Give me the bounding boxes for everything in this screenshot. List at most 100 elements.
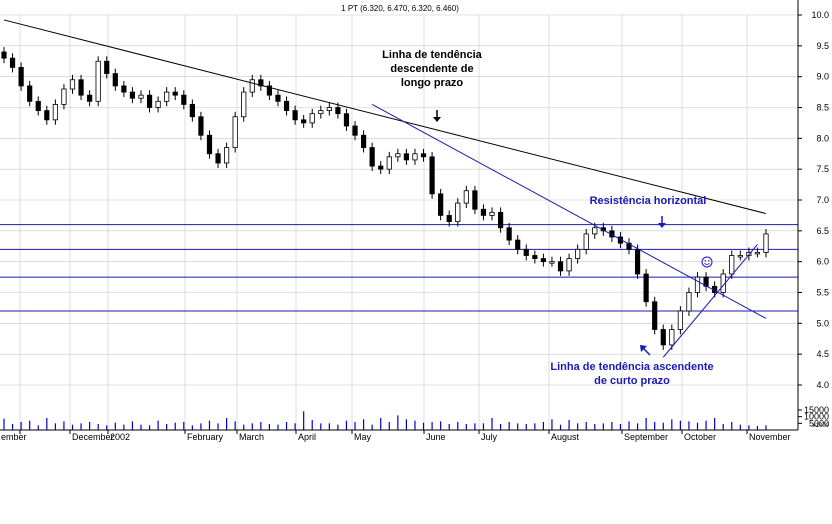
price-tick-label: 4.5 — [816, 349, 829, 359]
candle-body — [104, 60, 110, 74]
candle-body — [343, 113, 350, 127]
smiley-icon — [701, 256, 713, 268]
candle-body — [352, 125, 358, 136]
candle-body — [489, 211, 495, 216]
chart-title: 1 PT (6.320, 6.470, 6.320, 6.460) — [341, 4, 459, 13]
time-tick-label: April — [298, 432, 316, 442]
annotation-text: descendente de — [390, 63, 473, 75]
annotation-arrowhead — [433, 117, 441, 122]
trend-line — [371, 103, 767, 319]
time-tick-label: February — [187, 432, 224, 442]
candle-body — [198, 116, 204, 136]
candle-body — [420, 153, 427, 158]
candle-body — [532, 255, 538, 259]
time-tick-label: October — [684, 432, 716, 442]
price-tick-label: 6.0 — [816, 257, 829, 267]
candle-body — [446, 215, 452, 222]
candle-body — [249, 79, 255, 93]
candle-body — [652, 301, 658, 330]
time-tick-label: July — [481, 432, 498, 442]
candle-body — [540, 258, 546, 263]
smiley-eye — [708, 260, 710, 262]
candle-body — [480, 208, 487, 216]
candle-body — [129, 91, 136, 99]
candle-body — [669, 329, 675, 346]
candle-body — [61, 88, 67, 105]
candle-body — [292, 110, 298, 121]
candle-body — [463, 190, 469, 204]
candle-body — [69, 79, 76, 90]
candle-body — [1, 51, 7, 59]
volume-scale-label: x1000 — [813, 423, 830, 429]
candle-body — [164, 91, 170, 102]
price-tick-label: 8.5 — [816, 103, 829, 113]
candle-body — [309, 113, 315, 124]
candle-body — [737, 255, 743, 258]
time-tick-label: August — [551, 432, 580, 442]
time-tick-label: ember — [1, 432, 27, 442]
candle-body — [9, 57, 16, 68]
candle-body — [258, 79, 264, 87]
candle-body — [515, 239, 521, 250]
candle-body — [155, 100, 161, 108]
candle-body — [52, 104, 58, 121]
candle-body — [754, 252, 761, 255]
volume-tick-label: 5000 — [809, 418, 829, 428]
price-tick-label: 9.5 — [816, 41, 829, 51]
price-tick-label: 8.0 — [816, 133, 829, 143]
candle-body — [181, 94, 187, 105]
price-tick-label: 4.0 — [816, 380, 829, 390]
candle-body — [326, 107, 332, 111]
candle-body — [403, 153, 410, 161]
horizontal-levels — [0, 224, 798, 312]
candle-body — [660, 329, 666, 346]
candle-body — [694, 276, 701, 293]
volume-bars — [3, 411, 767, 430]
candle-body — [189, 104, 195, 118]
annotation-arrowhead — [640, 345, 647, 352]
candle-body — [138, 94, 144, 99]
candle-body — [215, 153, 221, 164]
candle-body — [412, 153, 418, 161]
annotation-text: longo prazo — [401, 77, 464, 89]
annotation-text: Linha de tendência — [382, 49, 483, 61]
candle-body — [677, 310, 683, 330]
candle-body — [301, 119, 307, 124]
candle-body — [592, 227, 598, 235]
candle-body — [369, 147, 375, 167]
candle-body — [206, 134, 213, 155]
trend-line — [3, 19, 767, 215]
candle-body — [557, 261, 564, 272]
candle-body — [626, 242, 632, 250]
volume-tick-label: 10000 — [804, 412, 829, 422]
candle-body — [472, 190, 478, 210]
candle-body — [318, 110, 324, 115]
candle-body — [583, 233, 589, 250]
candle-body — [112, 73, 118, 87]
annotation-text: de curto prazo — [594, 375, 670, 387]
trend-lines — [3, 19, 767, 358]
annotation-arrowhead — [658, 223, 666, 228]
price-tick-label: 10.0 — [811, 10, 829, 20]
candle-body — [283, 100, 290, 111]
candle-body — [634, 248, 641, 275]
candle-body — [44, 110, 50, 121]
candle-body — [335, 107, 341, 115]
candle-body — [95, 60, 101, 102]
smiley-eye — [704, 260, 706, 262]
candle-body — [378, 165, 384, 170]
smiley-mouth — [704, 262, 710, 265]
candle-body — [643, 273, 649, 303]
candle-body — [172, 91, 178, 96]
candle-body — [729, 255, 735, 275]
candle-body — [566, 258, 572, 272]
time-tick-label: September — [624, 432, 668, 442]
candle-body — [395, 153, 401, 158]
price-candles — [1, 47, 769, 350]
candle-body — [241, 91, 247, 118]
price-tick-label: 6.5 — [816, 226, 829, 236]
